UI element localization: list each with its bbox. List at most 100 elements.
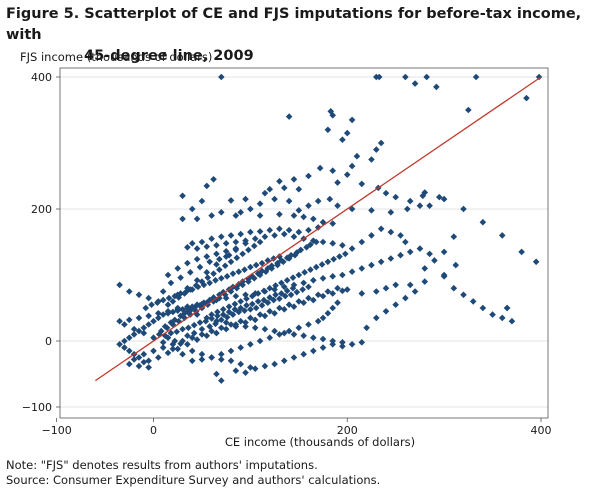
data-point (179, 215, 186, 223)
data-point (188, 240, 196, 247)
data-point (421, 278, 429, 285)
data-point (339, 271, 346, 279)
data-point (440, 195, 448, 203)
data-point (237, 317, 244, 325)
data-point (237, 209, 244, 216)
data-point (242, 291, 249, 299)
data-point (213, 261, 220, 268)
data-point (392, 301, 399, 308)
data-point (440, 248, 448, 256)
data-point (247, 306, 254, 313)
data-point (271, 195, 278, 203)
data-point (155, 309, 162, 317)
data-points (116, 73, 543, 384)
data-point (159, 288, 167, 295)
plot-frame (59, 67, 549, 419)
data-point (159, 339, 167, 346)
data-point (260, 296, 268, 304)
data-point (188, 357, 196, 365)
data-point (164, 309, 172, 317)
data-point (532, 258, 540, 266)
data-point (423, 73, 430, 81)
data-point (261, 362, 269, 370)
data-point (342, 250, 349, 258)
data-point (125, 347, 133, 355)
data-point (343, 286, 351, 293)
data-point (312, 238, 320, 246)
data-point (299, 286, 306, 293)
data-point (130, 331, 138, 338)
y-tick-label: 0 (45, 335, 52, 348)
data-point (435, 193, 443, 201)
data-point (150, 347, 157, 355)
data-point (235, 268, 243, 275)
data-point (535, 73, 543, 81)
data-point (460, 291, 467, 299)
data-point (258, 259, 266, 267)
data-point (256, 337, 264, 345)
data-point (163, 324, 171, 332)
data-point (247, 341, 254, 348)
data-point (140, 324, 148, 332)
data-point (193, 255, 201, 263)
data-point (411, 80, 419, 87)
data-point (247, 263, 254, 271)
data-point (300, 299, 307, 307)
data-point (274, 261, 281, 269)
data-point (179, 350, 186, 358)
data-point (242, 323, 249, 330)
data-point (194, 283, 202, 291)
data-point (280, 357, 288, 365)
data-point (421, 265, 429, 272)
data-point (203, 182, 211, 190)
data-point (305, 321, 312, 328)
data-point (193, 276, 201, 284)
data-point (290, 303, 298, 310)
data-point (339, 287, 346, 295)
data-point (297, 246, 305, 254)
data-point (358, 290, 366, 297)
data-point (219, 306, 227, 313)
data-point (213, 329, 220, 337)
data-point (227, 232, 235, 239)
data-point (305, 226, 312, 234)
data-point (179, 325, 186, 333)
data-point (225, 303, 233, 310)
data-point (213, 242, 220, 249)
data-point (198, 350, 206, 358)
data-point (343, 129, 351, 137)
data-point (252, 304, 260, 312)
data-point (324, 258, 332, 266)
data-point (310, 334, 317, 341)
data-point (310, 237, 317, 244)
data-point (198, 331, 206, 338)
data-point (264, 299, 272, 307)
data-point (243, 295, 250, 303)
data-point (250, 242, 258, 250)
data-point (193, 215, 201, 223)
data-point (222, 294, 230, 302)
data-point (373, 146, 380, 153)
data-point (508, 317, 516, 325)
data-point (404, 205, 411, 213)
data-point (348, 116, 356, 124)
data-point (116, 341, 123, 348)
data-point (300, 350, 307, 358)
data-point (135, 291, 143, 299)
data-point (145, 357, 152, 365)
data-point (262, 268, 270, 275)
chart-title: Figure 5. Scatterplot of CE and FJS impu… (6, 4, 586, 67)
data-point (319, 344, 327, 351)
data-point (465, 106, 472, 114)
data-point (402, 73, 409, 81)
data-point (276, 253, 283, 260)
data-point (266, 308, 274, 315)
data-point (196, 263, 204, 271)
data-point (208, 235, 215, 242)
data-point (295, 207, 303, 214)
title-line-1: Figure 5. Scatterplot of CE and FJS impu… (6, 6, 582, 43)
data-point (348, 268, 356, 275)
data-point (329, 304, 337, 312)
data-point (200, 281, 208, 289)
data-point (241, 307, 248, 314)
